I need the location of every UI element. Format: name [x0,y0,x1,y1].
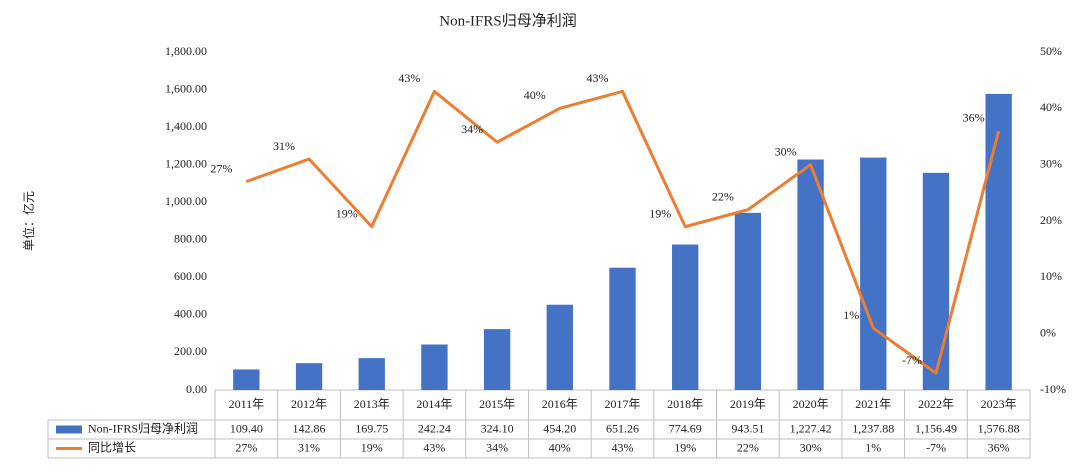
table-cell: 27% [235,440,257,454]
y2-tick-label: 0% [1040,325,1056,339]
legend-label: Non-IFRS归母净利润 [88,421,198,435]
data-label: 27% [210,161,232,175]
x-tick-label: 2023年 [981,397,1017,411]
x-tick-label: 2011年 [229,397,265,411]
table-cell: 651.26 [606,421,639,435]
table-cell: 1,576.88 [978,421,1020,435]
data-label: 19% [336,206,358,220]
table-cell: 324.10 [481,421,514,435]
table-cell: 142.86 [293,421,326,435]
table-cell: 454.20 [543,421,576,435]
table-cell: 36% [988,440,1010,454]
table-cell: 43% [612,440,634,454]
y-tick-label: 0.00 [186,382,207,396]
bar [734,212,762,390]
data-label: 22% [712,189,734,203]
y2-tick-label: 40% [1040,100,1062,114]
bar [358,358,385,390]
x-tick-label: 2020年 [793,397,829,411]
data-label: 40% [524,88,546,102]
x-tick-label: 2017年 [604,397,640,411]
data-label: 43% [398,71,420,85]
y-tick-label: 1,800.00 [165,44,207,58]
legend-label: 同比增长 [88,440,136,454]
y-axis-label: 单位：亿元 [21,191,36,251]
x-tick-label: 2012年 [291,397,327,411]
table-cell: 40% [549,440,571,454]
bar [483,329,511,390]
table-cell: 169.75 [355,421,388,435]
y2-tick-label: 20% [1040,213,1062,227]
y2-tick-label: 10% [1040,269,1062,283]
table-cell: 30% [800,440,822,454]
table-cell: 1% [865,440,881,454]
y-tick-label: 400.00 [174,307,207,321]
table-cell: 19% [674,440,696,454]
y2-tick-label: 30% [1040,156,1062,170]
x-tick-label: 2015年 [479,397,515,411]
bar [985,93,1012,391]
y2-tick-label: 50% [1040,44,1062,58]
x-tick-label: 2014年 [416,397,452,411]
data-label: 36% [963,111,985,125]
chart-title: Non-IFRS归母净利润 [439,12,577,29]
x-tick-label: 2018年 [667,397,703,411]
bar [295,363,323,390]
bar [233,369,260,390]
y-tick-label: 1,400.00 [165,119,207,133]
table-cell: 43% [423,440,445,454]
y-tick-label: 600.00 [174,269,207,283]
bar [546,304,573,390]
data-label: 30% [775,144,797,158]
table-cell: 31% [298,440,320,454]
table-cell: 242.24 [418,421,451,435]
y-tick-label: 800.00 [174,232,207,246]
line [245,89,1001,375]
y-tick-label: 200.00 [174,344,207,358]
table-cell: 774.69 [669,421,702,435]
table-cell: 109.40 [230,421,263,435]
x-tick-label: 2021年 [855,397,891,411]
table-cell: 1,237.88 [852,421,894,435]
data-label: 1% [843,308,859,322]
table-cell: 1,156.49 [915,421,957,435]
data-label: -7% [902,353,922,367]
data-label: 31% [273,139,295,153]
table-cell: 1,227.42 [790,421,832,435]
bar [421,344,448,390]
x-tick-label: 2013年 [354,397,390,411]
table-cell: 943.51 [731,421,764,435]
bar [860,157,887,390]
table-cell: 22% [737,440,759,454]
x-tick-label: 2016年 [542,397,578,411]
data-label: 34% [461,122,483,136]
bar [797,159,824,390]
y-tick-label: 1,600.00 [165,81,207,95]
data-label: 43% [587,71,609,85]
data-label: 19% [649,206,671,220]
table-cell: 34% [486,440,508,454]
bar [922,172,950,390]
table-cell: 19% [361,440,383,454]
y-tick-label: 1,200.00 [165,156,207,170]
x-tick-label: 2022年 [918,397,954,411]
table-cell: -7% [926,440,946,454]
y-tick-label: 1,000.00 [165,194,207,208]
bar [609,267,636,390]
bar [672,244,699,390]
x-tick-label: 2019年 [730,397,766,411]
legend-swatch [56,425,82,434]
y2-tick-label: -10% [1040,382,1066,396]
